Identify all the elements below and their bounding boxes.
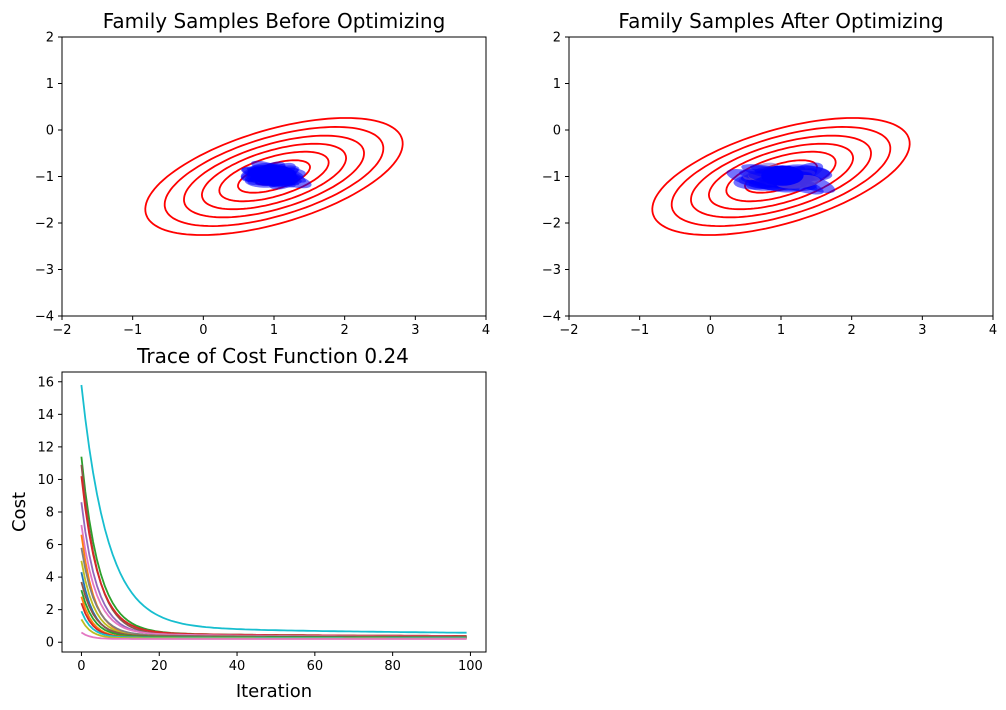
contour-level-1 [163,125,385,228]
panel0-ytick-label: −3 [35,263,54,278]
contour-level-0 [144,117,404,236]
panel1-xtick-label: 0 [706,323,714,338]
panel-after-plot: −2 −1 0 1 2 3 4 −4 −3 −2 −1 0 1 2 [542,31,997,339]
panel1-ytick-label: −3 [542,263,561,278]
cost-series-4 [80,502,467,638]
panel2-ytick-label: 16 [37,375,54,390]
panel2-ytick-label: 6 [46,538,54,553]
contour-level-0 [651,117,911,236]
cost-series-7 [80,547,467,638]
panel-cost-plot: 0 20 40 60 80 100 0 2 4 6 8 10 12 14 16 [37,375,482,674]
panel-after: Family Samples After Optimizing −2 −1 0 1 2 3… [542,9,997,338]
panel-cost-title: Trace of Cost Function 0.24 [136,344,409,368]
contour-level-2 [690,134,872,219]
cost-series-16 [80,631,467,640]
panel1-xtick-label: −2 [559,323,578,338]
panel-after-frame [568,36,994,317]
panel-before-plot: −2 −1 0 1 2 3 4 −4 −3 −2 −1 0 1 2 [35,31,490,339]
sample-core [254,165,297,186]
panel1-ytick-label: −1 [542,170,561,185]
cost-series-1 [80,456,467,637]
panel0-xtick-label: 0 [199,323,207,338]
panel1-xtick-label: 3 [918,323,926,338]
contour-level-3 [200,142,348,211]
panel2-xtick-label: 0 [77,659,85,674]
panel-before-frame [61,36,487,317]
panel1-ytick-label: 0 [553,124,561,139]
panel0-xtick-label: 2 [341,323,349,338]
panel1-xtick-label: 2 [848,323,856,338]
panel-cost-frame [61,371,487,653]
panel2-xtick-label: 100 [458,659,483,674]
panel2-xtick-label: 80 [384,659,401,674]
panel2-ytick-label: 10 [37,473,54,488]
panel2-xtick-label: 60 [307,659,324,674]
panel2-xtick-label: 40 [229,659,246,674]
panel2-ytick-label: 4 [46,571,54,586]
panel-after-title: Family Samples After Optimizing [618,9,943,33]
panel-before: Family Samples Before Optimizing −2 −1 0 1 2… [35,9,490,338]
panel0-xtick-label: 4 [482,323,490,338]
contour-level-3 [707,142,855,211]
panel1-ytick-label: −4 [542,310,561,325]
sample-core [761,165,804,186]
panel0-ytick-label: −2 [35,217,54,232]
panel0-ytick-label: 0 [46,124,54,139]
panel0-xtick-label: −2 [52,323,71,338]
panel1-ytick-label: 2 [553,31,561,46]
panel0-ytick-label: −4 [35,310,54,325]
panel0-xtick-label: 3 [411,323,419,338]
panel0-xtick-label: −1 [123,323,142,338]
panel0-ytick-label: 2 [46,31,54,46]
panel2-ytick-label: 0 [46,636,54,651]
panel0-ytick-label: 1 [46,77,54,92]
panel-cost-ylabel: Cost [9,492,30,532]
contour-level-4 [218,150,330,203]
panel1-xtick-label: 1 [777,323,785,338]
panel1-xtick-label: 4 [989,323,997,338]
cost-series-0 [80,384,467,634]
panel2-ytick-label: 2 [46,603,54,618]
panel2-ytick-label: 8 [46,506,54,521]
panel1-ytick-label: 1 [553,77,561,92]
cost-series-2 [80,464,467,638]
panel1-xtick-label: −1 [630,323,649,338]
panel0-xtick-label: 1 [270,323,278,338]
contour-level-1 [670,125,892,228]
cost-series-3 [80,476,467,637]
panel-cost-xlabel: Iteration [236,681,312,702]
sample-cloud [240,160,312,190]
panel0-ytick-label: −1 [35,170,54,185]
panel-cost: Trace of Cost Function 0.24 0 20 40 60 80 100… [9,344,487,702]
contour-level-2 [183,134,365,219]
panel-before-title: Family Samples Before Optimizing [103,9,446,33]
panel2-xtick-label: 20 [151,659,168,674]
panel2-ytick-label: 14 [37,408,54,423]
panel2-ytick-label: 12 [37,440,54,455]
cost-series-5 [80,524,467,638]
cost-series-6 [80,534,467,639]
sample-cloud [726,162,836,195]
panel1-ytick-label: −2 [542,217,561,232]
